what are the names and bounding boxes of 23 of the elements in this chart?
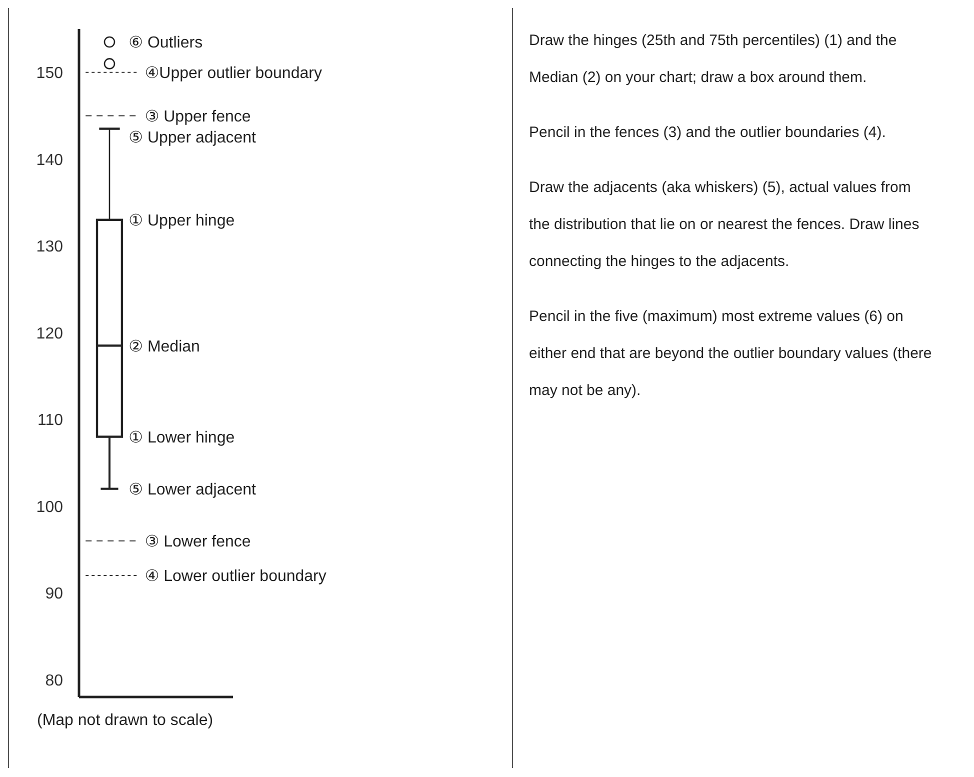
y-tick-label: 110 [37, 412, 64, 430]
ref-line-label: ③ Upper fence [144, 108, 251, 126]
ref-line-label: ④ Lower outlier boundary [144, 568, 326, 586]
text: Draw the adjacents (aka whiskers) (5), actual values from the distribution that lie on or nearest the fences. Draw lines connecting the hinges to the adjacents. [529, 179, 920, 270]
annotation: ⑥ Outliers [128, 34, 203, 52]
annotation: ① Upper hinge [128, 212, 235, 230]
y-tick-label: 100 [36, 498, 64, 516]
text: Pencil in the fences (3) and the outlier boundaries (4). [529, 123, 887, 143]
annotation: ① Lower hinge [128, 429, 235, 446]
y-tick-label: 90 [45, 586, 64, 603]
annotation: ⑤ Lower adjacent [128, 481, 257, 498]
y-tick-label: 130 [36, 238, 64, 256]
x-axis-title: (Map not drawn to scale) [37, 712, 214, 730]
ref-line-label: ③ Lower fence [144, 534, 251, 551]
annotation: ② Median [128, 338, 200, 356]
y-tick-label: 120 [36, 325, 64, 342]
text: Pencil in the five (maximum) most extreme values (6) on either end that are beyond the outlier boundary values (there may not be any). [529, 308, 932, 399]
ref-line-label: ④Upper outlier boundary [144, 65, 322, 82]
annotation: ⑤ Upper adjacent [128, 129, 257, 146]
y-tick-label: 150 [36, 65, 64, 82]
text: Draw the hinges (25th and 75th percentiles) (1) and the Median (2) on your chart; draw a box around them. [529, 32, 897, 86]
y-tick-label: 80 [45, 672, 64, 690]
y-tick-label: 140 [36, 152, 64, 169]
